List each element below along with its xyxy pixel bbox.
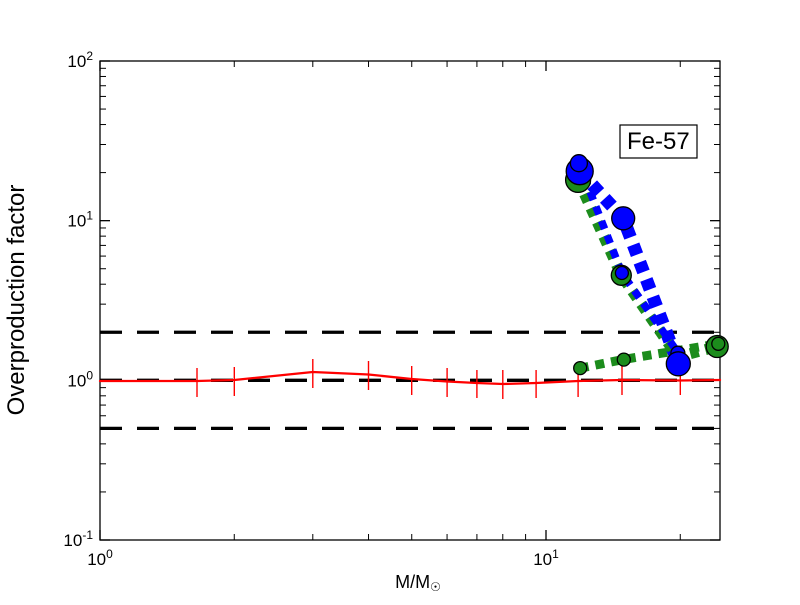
svg-text:10-1: 10-1: [63, 528, 93, 550]
svg-text:102: 102: [67, 49, 93, 71]
svg-text:101: 101: [67, 209, 93, 231]
svg-text:Fe-57: Fe-57: [627, 128, 690, 155]
svg-text:Overproduction factor: Overproduction factor: [3, 185, 30, 416]
svg-text:100: 100: [67, 368, 93, 390]
svg-text:M/M☉: M/M☉: [395, 572, 441, 594]
svg-text:101: 101: [533, 547, 559, 569]
svg-text:100: 100: [87, 547, 113, 569]
